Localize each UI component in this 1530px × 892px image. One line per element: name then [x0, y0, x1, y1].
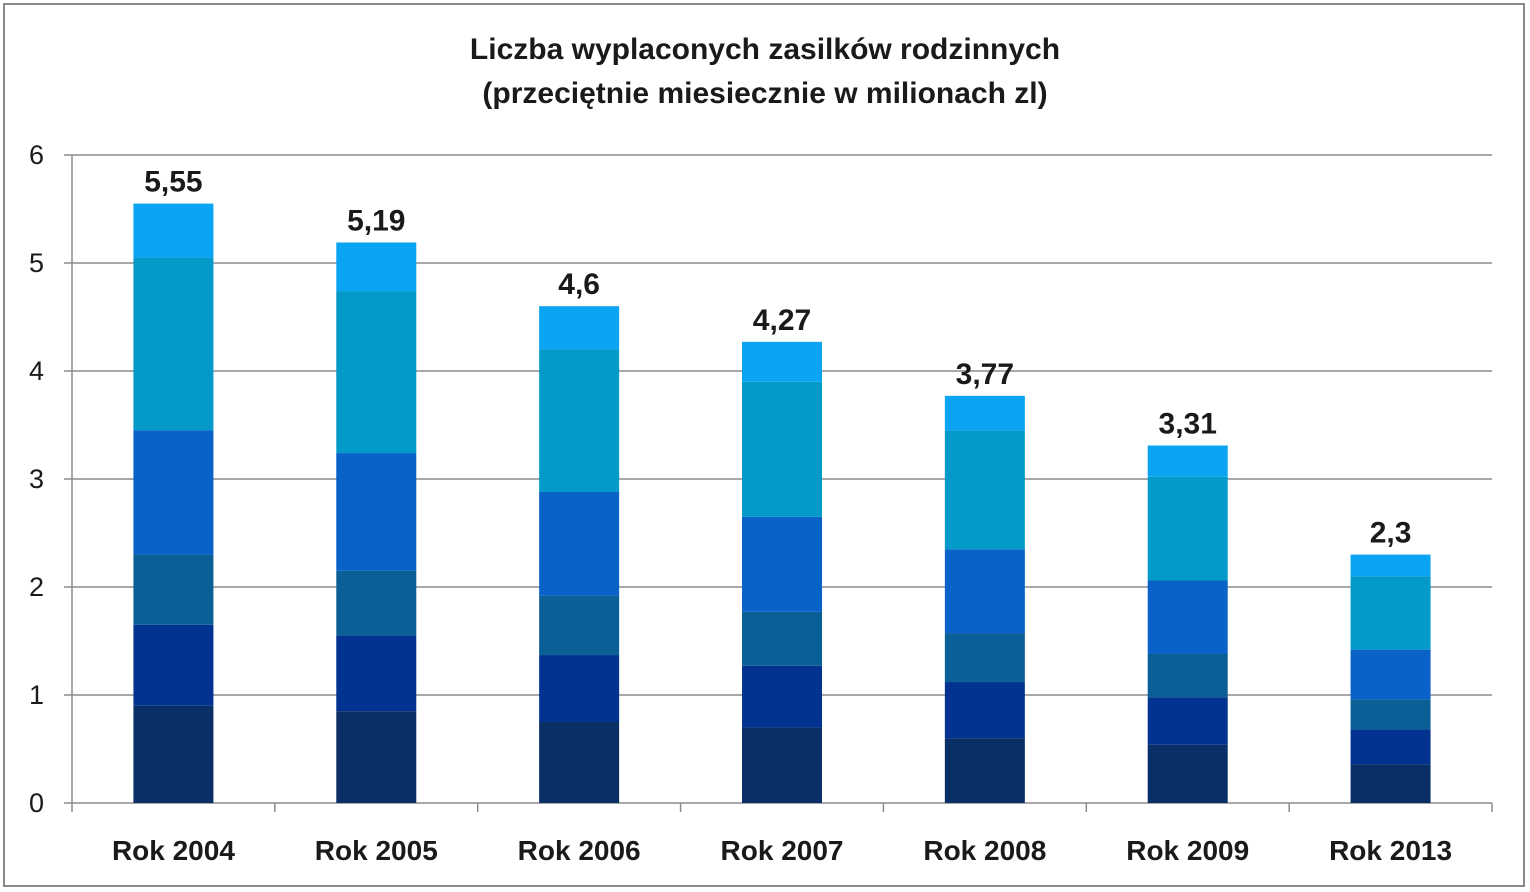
bar-segment — [133, 624, 214, 706]
bar-segment — [1350, 699, 1431, 730]
y-tick-label: 2 — [29, 572, 44, 602]
bar-segment — [336, 291, 417, 454]
bar-segment — [1350, 554, 1431, 577]
bar-segment — [1350, 649, 1431, 700]
bar-segment — [539, 306, 620, 350]
bar-segment — [539, 655, 620, 722]
bar-segment — [133, 554, 214, 625]
bar-segment — [944, 549, 1025, 634]
bar-segment — [1147, 445, 1228, 477]
bar-segment — [742, 381, 822, 517]
y-tick-label: 3 — [29, 464, 44, 494]
y-tick-label: 6 — [29, 140, 44, 170]
x-category-label: Rok 2008 — [923, 835, 1046, 866]
bar-segment — [1147, 697, 1228, 745]
bar-segment — [742, 341, 822, 382]
bar-segment — [944, 395, 1025, 431]
bar-total-label: 4,27 — [753, 304, 811, 337]
bar-segment — [336, 570, 417, 636]
bar-segment — [1147, 744, 1228, 803]
y-tick-label: 4 — [29, 356, 44, 386]
chart-subtitle: (przeciętnie miesiecznie w milionach zl) — [482, 77, 1048, 110]
bars — [133, 203, 1431, 803]
bar-segment — [539, 595, 620, 656]
bar-segment — [336, 242, 417, 292]
y-tick-label: 5 — [29, 248, 44, 278]
x-category-label: Rok 2006 — [518, 835, 641, 866]
bar-segment — [1350, 764, 1431, 803]
labels: 0 1 2 3 4 5 6 5,55 Rok 2004 5,19 Rok 2005 4,6 Rok 20… — [29, 140, 1452, 866]
chart-title-line-1: Liczba wyplaconych zasilków rodzinnych — [469, 33, 1061, 66]
bar-segment — [133, 257, 214, 431]
bar-segment — [944, 633, 1025, 683]
bar-segment — [133, 203, 214, 258]
bar-segment — [944, 738, 1025, 803]
bar-segment — [742, 611, 822, 666]
bar-segment — [944, 430, 1025, 550]
bar-segment — [944, 682, 1025, 739]
bar-segment — [336, 635, 417, 712]
bar-segment — [539, 491, 620, 596]
bar-segment — [539, 722, 620, 803]
x-category-label: Rok 2009 — [1126, 835, 1249, 866]
x-category-label: Rok 2005 — [315, 835, 438, 866]
bar-total-label: 3,31 — [1159, 408, 1217, 441]
bar-segment — [336, 453, 417, 571]
x-category-label: Rok 2007 — [721, 835, 844, 866]
bar-total-label: 5,55 — [144, 166, 202, 199]
bar-total-label: 3,77 — [956, 358, 1014, 391]
bar-segment — [336, 711, 417, 803]
bar-total-label: 5,19 — [347, 204, 405, 237]
bar-segment — [742, 516, 822, 612]
bar-total-label: 4,6 — [558, 268, 600, 301]
bar-total-label: 2,3 — [1370, 517, 1412, 550]
bar-segment — [1147, 653, 1228, 698]
bar-segment — [539, 349, 620, 492]
bar-segment — [133, 705, 214, 803]
bar-segment — [1147, 580, 1228, 654]
bar-segment — [1350, 729, 1431, 765]
y-tick-label: 1 — [29, 680, 44, 710]
bar-segment — [742, 665, 822, 728]
bar-segment — [1350, 576, 1431, 650]
bar-segment — [133, 430, 214, 555]
x-category-label: Rok 2013 — [1329, 835, 1452, 866]
x-category-label: Rok 2004 — [112, 835, 235, 866]
bar-segment — [1147, 476, 1228, 581]
chart-title: Liczba wyplaconych zasilków rodzinnych (… — [0, 28, 1530, 116]
bar-segment — [742, 727, 822, 803]
y-tick-label: 0 — [29, 788, 44, 818]
